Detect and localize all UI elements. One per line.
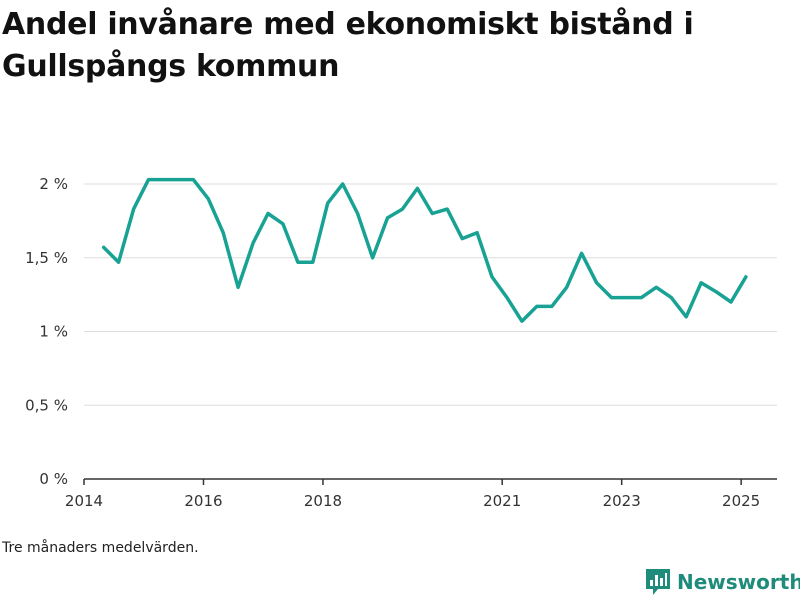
chart-title: Andel invånare med ekonomiskt bistånd i … [2,7,694,84]
x-tick-label: 2025 [722,492,760,510]
series-line [101,177,748,323]
brand-logo[interactable]: Newsworthy [645,568,800,596]
y-tick-label: 1 % [39,323,68,341]
chart-note: Tre månaders medelvärden. [2,540,199,556]
newsworthy-logo-icon [646,569,670,595]
y-tick-label: 2 % [39,175,68,193]
y-tick-label: 0 % [39,470,68,488]
brand-name: Newsworthy [677,570,800,594]
x-tick-label: 2018 [304,492,342,510]
x-tick-label: 2021 [483,492,521,510]
y-tick-label: 0,5 % [25,396,68,414]
x-tick-label: 2016 [184,492,222,510]
x-tick-label: 2023 [603,492,641,510]
y-tick-label: 1,5 % [25,249,68,267]
x-tick-label: 2014 [65,492,103,510]
